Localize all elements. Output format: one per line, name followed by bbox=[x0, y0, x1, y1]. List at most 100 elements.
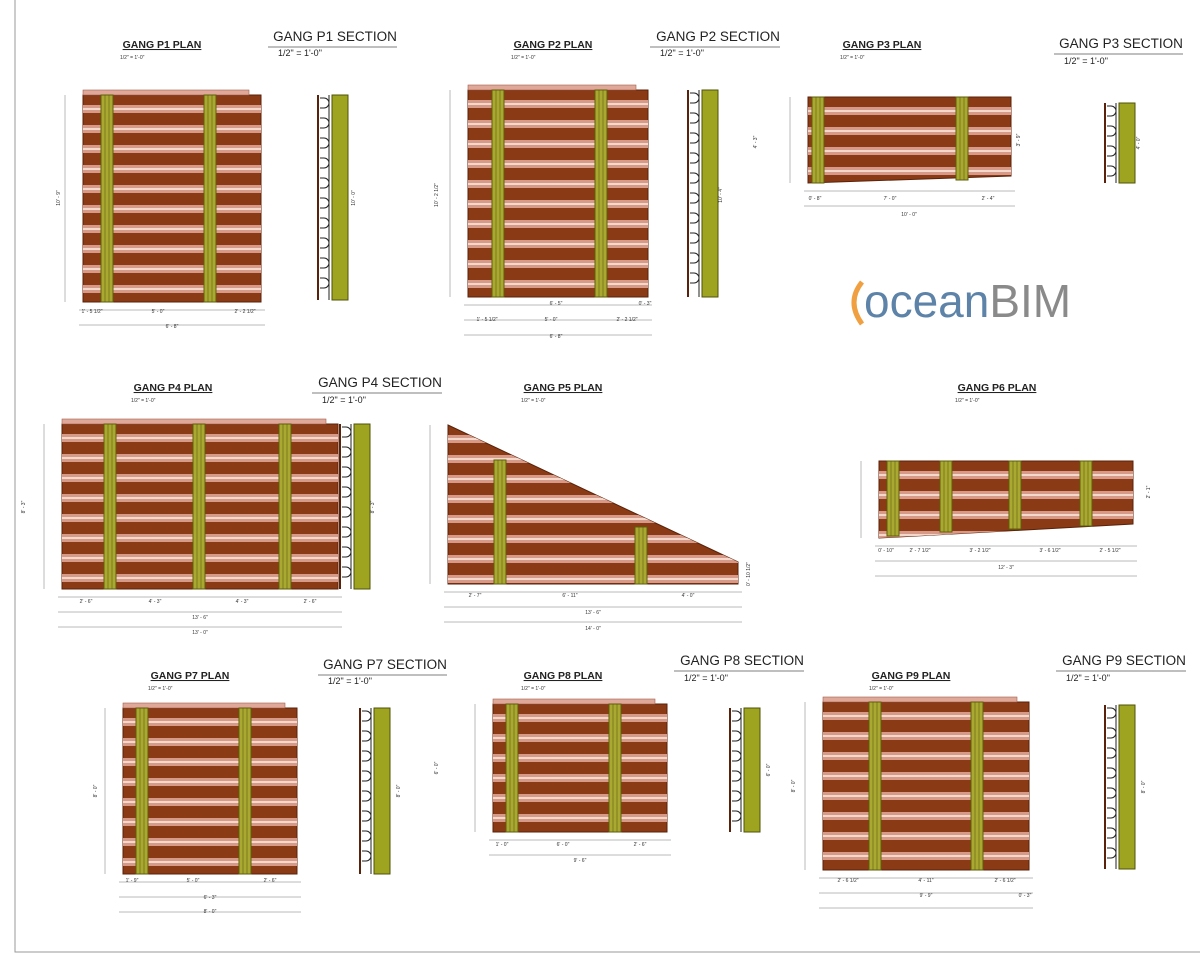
top-plate bbox=[492, 698, 656, 705]
strongback-section bbox=[1118, 102, 1136, 184]
strongback-section bbox=[701, 89, 719, 298]
waler-profile bbox=[362, 730, 372, 742]
waler-highlight bbox=[448, 438, 738, 440]
waler-profile bbox=[1107, 727, 1117, 739]
waler-highlight bbox=[123, 721, 297, 723]
waler-highlight bbox=[83, 108, 261, 110]
dimension-label: 1' - 0" bbox=[496, 842, 509, 848]
waler-profile bbox=[732, 710, 742, 722]
waler-highlight bbox=[83, 208, 261, 210]
waler-highlight bbox=[823, 815, 1029, 817]
section-title: GANG P2 SECTION bbox=[656, 29, 780, 44]
gang-section: GANG P3 SECTION 1/2" = 1'-0" 4' - 0" bbox=[1054, 36, 1183, 184]
waler-highlight bbox=[448, 478, 738, 480]
dimension-label: 6' - 8" bbox=[550, 334, 563, 340]
waler-profile bbox=[732, 750, 742, 762]
dimension-label: 8' - 0" bbox=[791, 779, 797, 792]
waler-highlight bbox=[83, 288, 261, 290]
waler-highlight bbox=[808, 130, 1011, 132]
waler-profile bbox=[320, 177, 330, 189]
dimension-label: 13' - 0" bbox=[192, 630, 208, 636]
strongback bbox=[493, 459, 507, 585]
waler-highlight bbox=[823, 835, 1029, 837]
form-panel bbox=[447, 424, 739, 585]
waler-highlight bbox=[808, 150, 1011, 152]
dimension-label: 2' - 1" bbox=[1146, 485, 1152, 498]
gang-section: GANG P7 SECTION 1/2" = 1'-0" 8' - 0" bbox=[318, 657, 447, 875]
section-title: GANG P4 SECTION bbox=[318, 375, 442, 390]
waler-profile bbox=[1107, 165, 1117, 177]
strongback bbox=[505, 703, 519, 833]
strongback bbox=[238, 707, 252, 875]
dimension-label: 4' - 3" bbox=[753, 135, 759, 148]
strongback bbox=[634, 526, 648, 585]
gang-plan: GANG P8 PLAN 1/2" = 1'-0" 1' - 0" 6' - 0" 2'… bbox=[434, 670, 671, 864]
section-scale: 1/2" = 1'-0" bbox=[1066, 673, 1110, 683]
dimension-label: 2' - 2 1/2" bbox=[616, 317, 637, 323]
waler-profile bbox=[342, 546, 352, 558]
gang-section: GANG P1 SECTION 1/2" = 1'-0" 10' - 0" bbox=[268, 29, 397, 301]
form-panel bbox=[492, 703, 668, 833]
form-panel bbox=[822, 701, 1030, 871]
section-dimension: 8' - 0" bbox=[1141, 780, 1147, 793]
dimension-label: 6' - 3" bbox=[204, 895, 217, 901]
dimension-label: 2' - 5 1/2" bbox=[1099, 548, 1120, 554]
waler-profile bbox=[1107, 827, 1117, 839]
waler-profile bbox=[320, 257, 330, 269]
waler-highlight bbox=[468, 163, 648, 165]
section-scale: 1/2" = 1'-0" bbox=[328, 676, 372, 686]
waler bbox=[448, 435, 738, 443]
waler-highlight bbox=[468, 243, 648, 245]
waler-profile bbox=[320, 197, 330, 209]
section-dimension: 8' - 3" bbox=[370, 500, 376, 513]
waler-highlight bbox=[493, 777, 667, 779]
dimension-label: 0' - 10" bbox=[878, 548, 894, 554]
waler-highlight bbox=[448, 498, 738, 500]
gang-plan: GANG P3 PLAN 1/2" = 1'-0" 0' - 8" 7' - 0" 2'… bbox=[753, 39, 1022, 218]
top-plate bbox=[82, 89, 250, 96]
dimension-label: 4' - 3" bbox=[236, 599, 249, 605]
dimension-label: 14' - 0" bbox=[585, 626, 601, 632]
waler-profile bbox=[1107, 767, 1117, 779]
waler-profile bbox=[320, 117, 330, 129]
waler-profile bbox=[690, 192, 700, 204]
waler-highlight bbox=[823, 775, 1029, 777]
waler-profile bbox=[342, 566, 352, 578]
plan-title: GANG P8 PLAN bbox=[524, 670, 603, 682]
dimension-label: 6' - 8" bbox=[166, 324, 179, 330]
gang-plan: GANG P5 PLAN 1/2" = 1'-0" 2' - 7" 6' - 11" 4… bbox=[429, 382, 752, 632]
plan-scale: 1/2" = 1'-0" bbox=[521, 398, 546, 404]
dimension-label: 2' - 6 1/2" bbox=[994, 878, 1015, 884]
dimension-label: 4' - 3" bbox=[149, 599, 162, 605]
waler-highlight bbox=[123, 861, 297, 863]
waler-profile bbox=[1107, 105, 1117, 117]
waler-highlight bbox=[448, 538, 738, 540]
section-scale: 1/2" = 1'-0" bbox=[684, 673, 728, 683]
logo-text: oceanBIM bbox=[864, 275, 1071, 327]
waler-profile bbox=[1107, 145, 1117, 157]
stripes bbox=[83, 105, 261, 293]
waler-highlight bbox=[468, 203, 648, 205]
form-panel bbox=[122, 707, 298, 875]
dimension-label: 2' - 6 1/2" bbox=[837, 878, 858, 884]
plan-title: GANG P5 PLAN bbox=[524, 382, 603, 394]
waler-highlight bbox=[123, 821, 297, 823]
dimension-label: 2' - 7 1/2" bbox=[909, 548, 930, 554]
waler-profile bbox=[342, 506, 352, 518]
waler-profile bbox=[690, 272, 700, 284]
strongback bbox=[955, 96, 969, 181]
plan-scale: 1/2" = 1'-0" bbox=[120, 55, 145, 61]
section-dimension: 10' - 0" bbox=[351, 190, 357, 206]
dimension-label: 10' - 2 1/2" bbox=[434, 183, 440, 207]
section-title: GANG P7 SECTION bbox=[323, 657, 447, 672]
gang-plan: GANG P7 PLAN 1/2" = 1'-0" 1' - 9" 5' - 0" 2'… bbox=[93, 670, 301, 915]
waler-profile bbox=[690, 232, 700, 244]
strongback bbox=[100, 94, 114, 303]
dimension-label: 10' - 0" bbox=[901, 212, 917, 218]
strongback-section bbox=[331, 94, 349, 301]
waler-profile bbox=[690, 212, 700, 224]
waler-profile bbox=[320, 277, 330, 289]
waler-profile bbox=[342, 526, 352, 538]
dimension-label: 8' - 0" bbox=[93, 784, 99, 797]
